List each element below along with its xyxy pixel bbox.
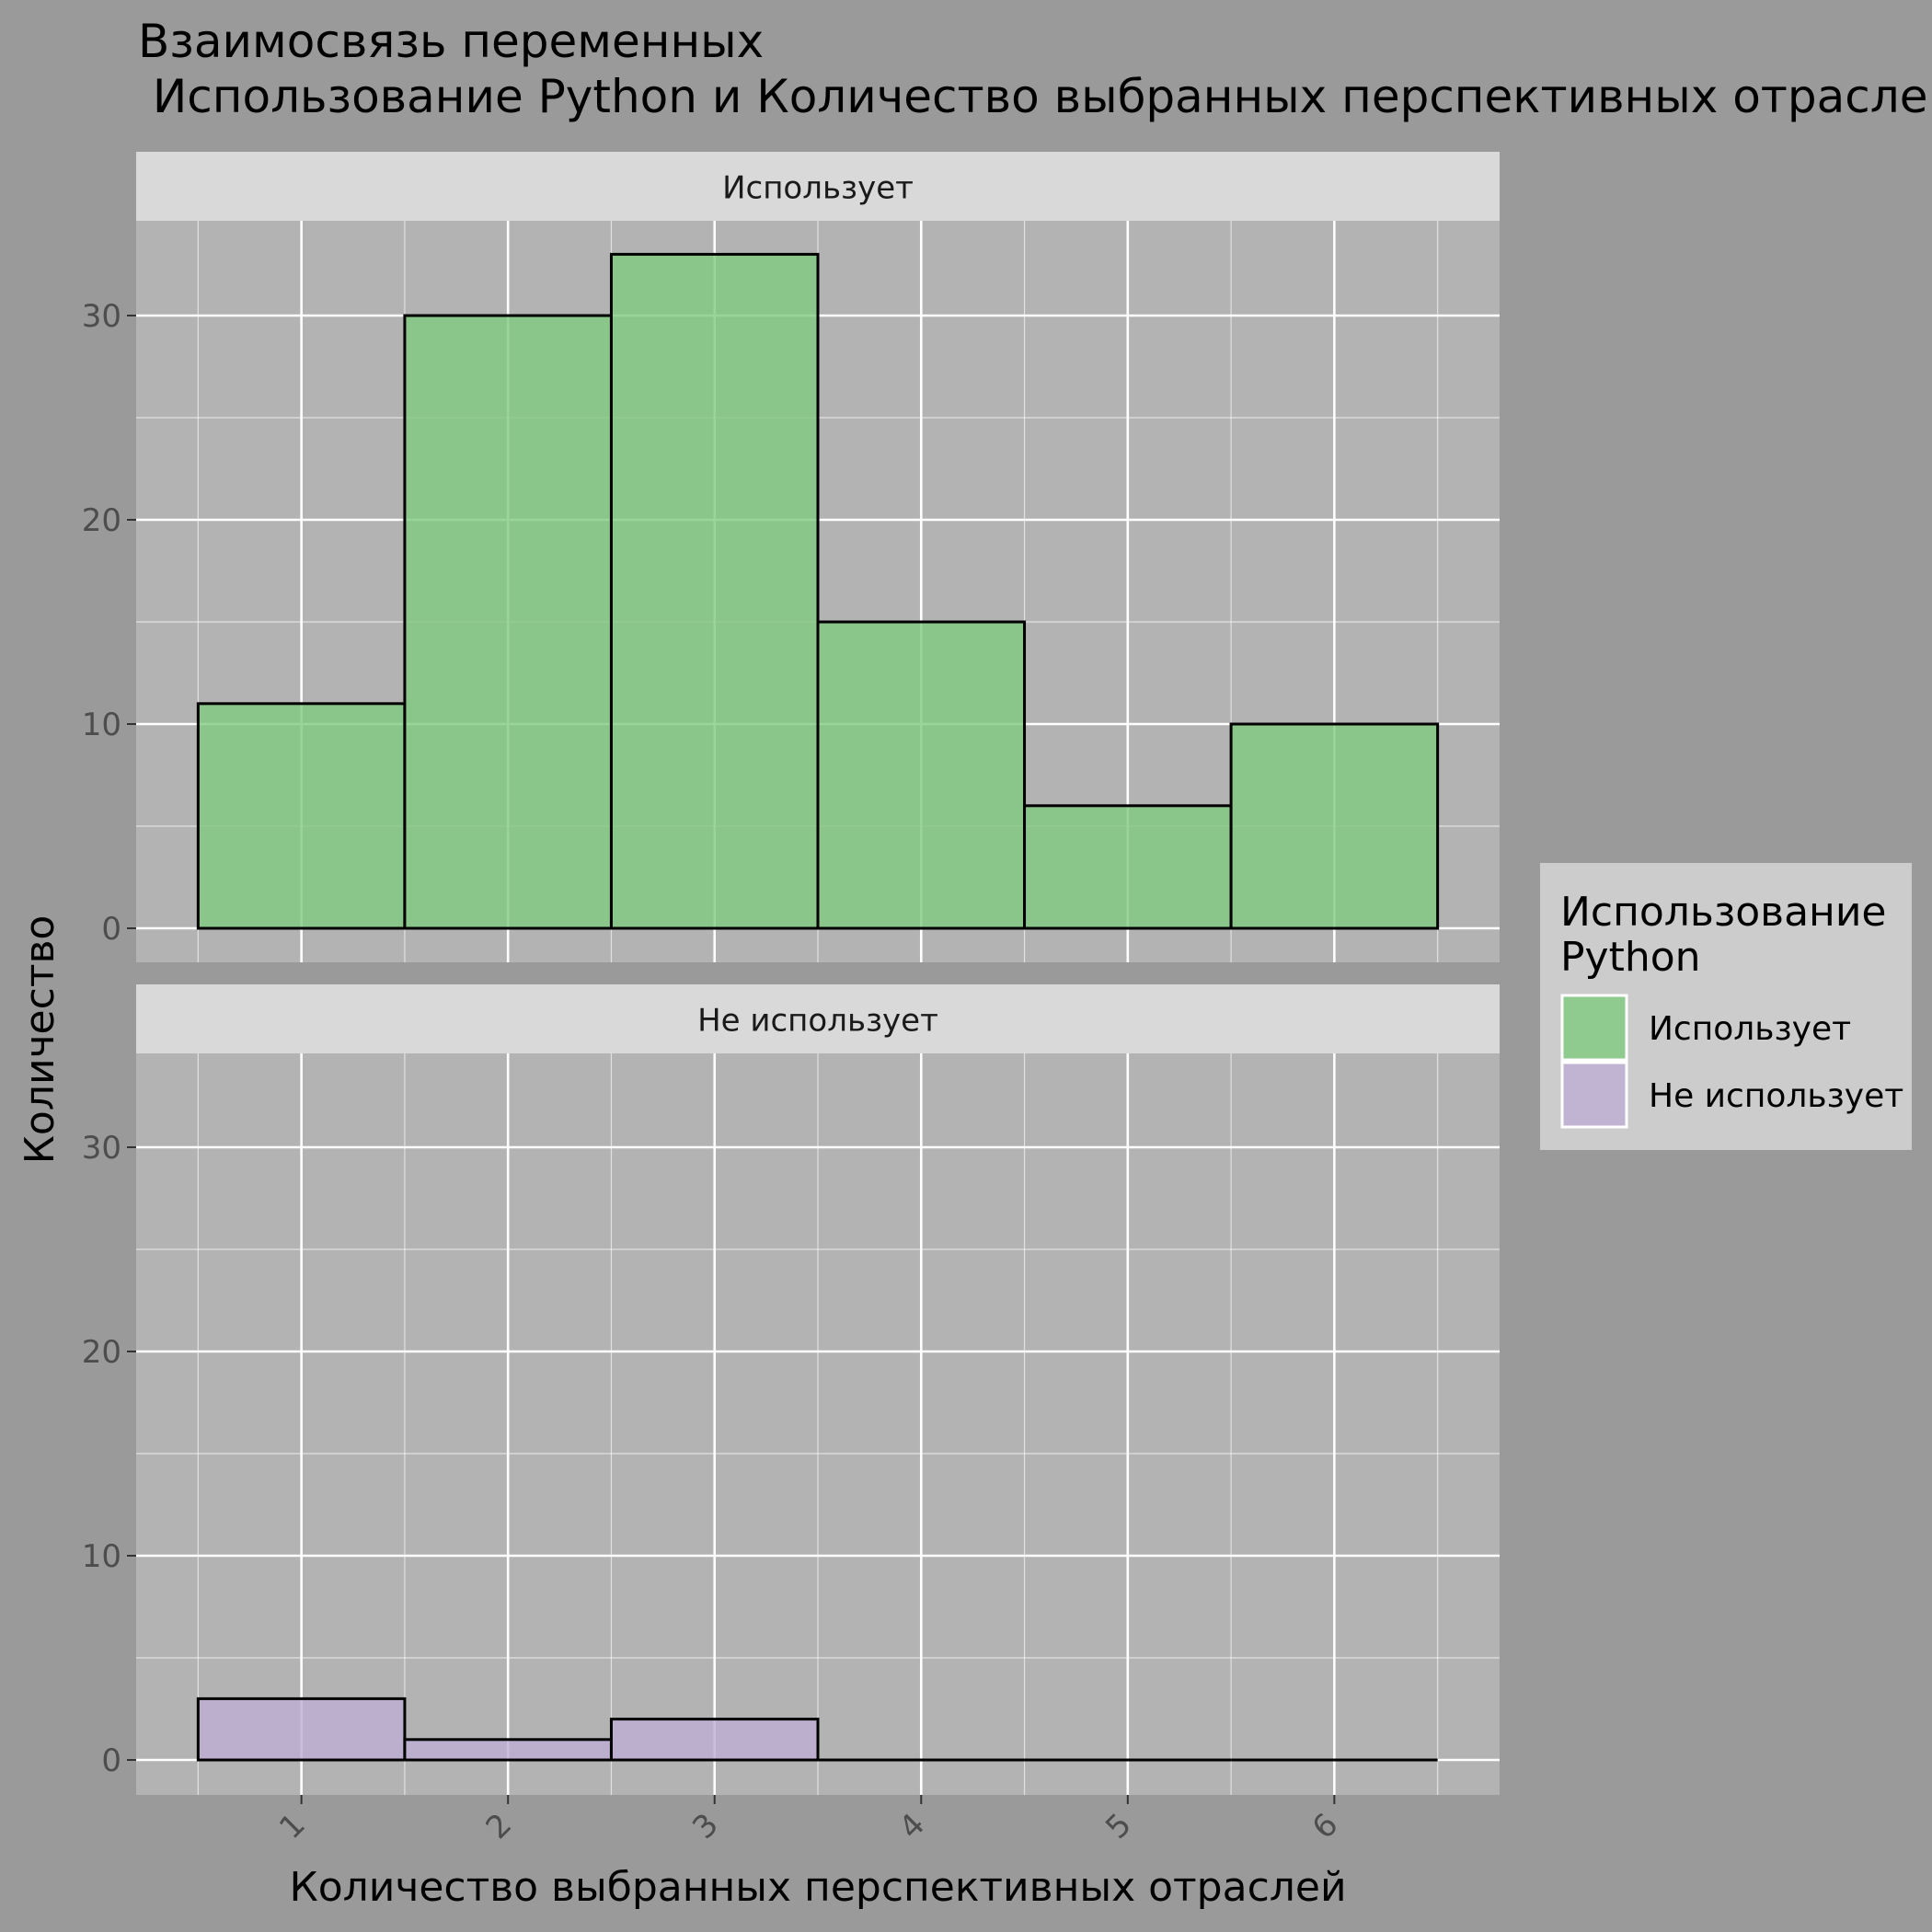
histogram-bar	[403, 1738, 613, 1762]
legend-swatch	[1560, 1061, 1628, 1129]
y-tick-label: 0	[101, 1742, 121, 1779]
histogram-bar	[609, 252, 820, 930]
y-tick-label: 20	[82, 502, 121, 539]
facet-strip-label: Не использует	[697, 1003, 938, 1040]
y-tick-label: 30	[82, 1130, 121, 1167]
histogram-bar	[609, 1718, 820, 1762]
y-tick-label: 20	[82, 1334, 121, 1371]
legend-item-label: Использует	[1649, 1010, 1851, 1048]
histogram-bar	[1229, 722, 1440, 930]
y-axis-label: Количество	[17, 915, 63, 1165]
histogram-bar	[403, 314, 613, 930]
legend-title: Python	[1560, 934, 1701, 981]
histogram-bar	[816, 620, 1027, 930]
histogram-bar	[1023, 804, 1233, 930]
y-tick-label: 0	[101, 911, 121, 948]
y-tick-label: 10	[82, 1538, 121, 1575]
facet-panel: Не использует 0 10 20 30	[82, 984, 1500, 1795]
facet-panel: Использует 0 10 20 30	[82, 152, 1500, 962]
chart-title-line2: Использование Python и Количество выбран…	[138, 70, 1928, 123]
facet-strip	[136, 152, 1500, 221]
y-tick-label: 10	[82, 707, 121, 743]
legend-item-label: Не использует	[1649, 1077, 1903, 1115]
legend-swatch	[1560, 994, 1628, 1062]
histogram-bar	[196, 702, 407, 930]
x-axis-label: Количество выбранных перспективных отрас…	[289, 1864, 1346, 1911]
chart-title-line1: Взаимосвязь переменных	[138, 15, 764, 68]
legend-title: Использование	[1560, 889, 1887, 936]
y-tick-label: 30	[82, 298, 121, 335]
histogram-bar	[196, 1696, 407, 1762]
facet-strip	[136, 984, 1500, 1053]
facet-strip-label: Использует	[722, 170, 914, 207]
facets: Использует 0 10 20 30 Не использует 0 10 20 30	[82, 152, 1500, 1795]
